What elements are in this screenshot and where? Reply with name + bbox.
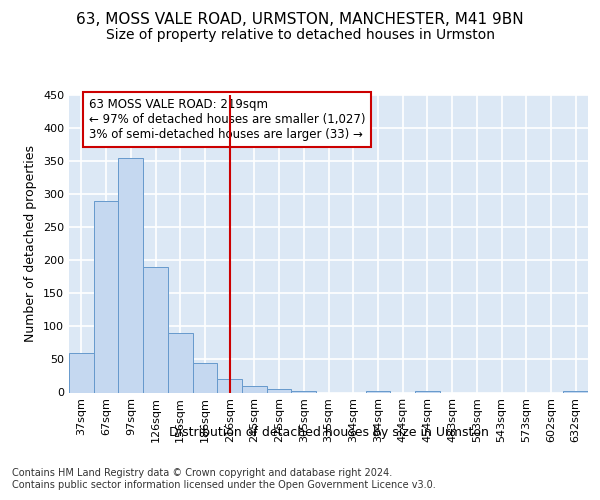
Bar — [242, 386, 267, 392]
Text: 63 MOSS VALE ROAD: 219sqm
← 97% of detached houses are smaller (1,027)
3% of sem: 63 MOSS VALE ROAD: 219sqm ← 97% of detac… — [89, 98, 365, 142]
Bar — [69, 353, 94, 393]
Bar — [415, 390, 440, 392]
Bar — [365, 390, 390, 392]
Bar — [193, 363, 217, 392]
Bar — [94, 201, 118, 392]
Bar — [217, 380, 242, 392]
Text: Contains public sector information licensed under the Open Government Licence v3: Contains public sector information licen… — [12, 480, 436, 490]
Text: Contains HM Land Registry data © Crown copyright and database right 2024.: Contains HM Land Registry data © Crown c… — [12, 468, 392, 477]
Text: 63, MOSS VALE ROAD, URMSTON, MANCHESTER, M41 9BN: 63, MOSS VALE ROAD, URMSTON, MANCHESTER,… — [76, 12, 524, 28]
Text: Distribution of detached houses by size in Urmston: Distribution of detached houses by size … — [169, 426, 489, 439]
Y-axis label: Number of detached properties: Number of detached properties — [25, 145, 37, 342]
Bar — [168, 333, 193, 392]
Bar — [143, 267, 168, 392]
Bar — [563, 390, 588, 392]
Bar — [267, 389, 292, 392]
Bar — [118, 158, 143, 392]
Bar — [292, 391, 316, 392]
Text: Size of property relative to detached houses in Urmston: Size of property relative to detached ho… — [106, 28, 494, 42]
